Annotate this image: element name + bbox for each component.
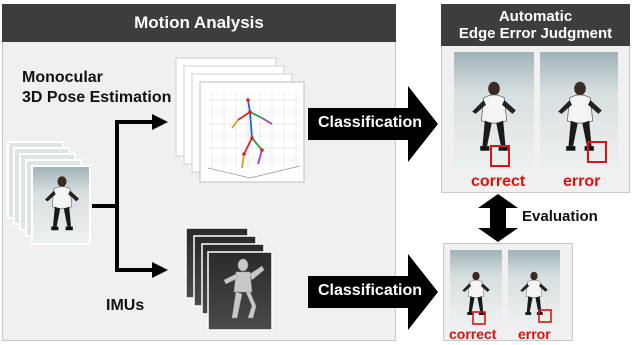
result-label-top-correct: correct — [471, 173, 525, 191]
result-photo-top-error — [540, 52, 618, 170]
result-label-top-error: error — [563, 173, 600, 191]
result-photo-top-correct — [454, 52, 534, 170]
result-photo-bottom-error — [508, 250, 560, 326]
result-label-bottom-correct: correct — [449, 326, 496, 342]
branch-arrows — [92, 114, 168, 278]
classification-label-top: Classification — [318, 114, 422, 132]
result-label-bottom-error: error — [518, 326, 551, 342]
result-photo-bottom-correct — [450, 250, 502, 326]
video-frames-icon — [8, 142, 90, 244]
classification-label-bottom: Classification — [318, 282, 422, 300]
skeleton-plot-icon — [176, 58, 304, 182]
evaluation-double-arrow — [478, 194, 518, 242]
evaluation-label: Evaluation — [522, 208, 598, 225]
imu-avatar-icon — [186, 228, 272, 330]
